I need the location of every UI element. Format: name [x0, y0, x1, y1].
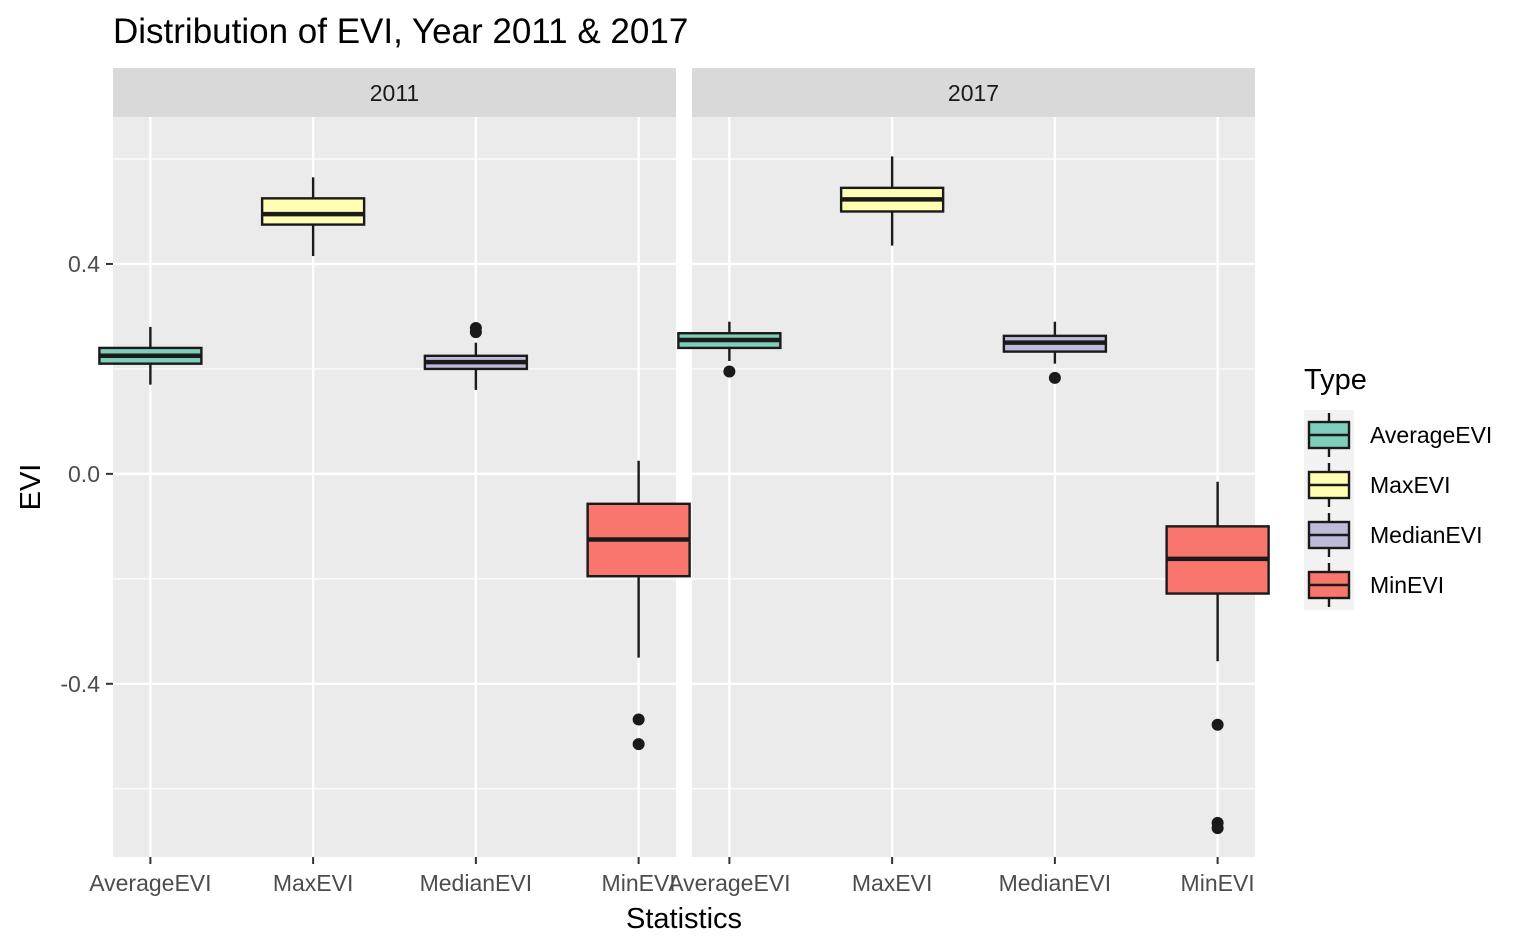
- legend-entry-maxevi: MaxEVI: [1307, 463, 1451, 507]
- x-tick-label: AverageEVI: [89, 870, 211, 896]
- outlier-point: [1211, 822, 1224, 835]
- y-tick-label: 0.0: [68, 461, 100, 487]
- outlier-point: [469, 321, 482, 334]
- legend-label: MinEVI: [1370, 572, 1444, 598]
- box-maxevi: [839, 156, 945, 246]
- facet-strip-label: 2017: [948, 80, 999, 106]
- legend-label: MaxEVI: [1370, 472, 1451, 498]
- box-medianevi: [1002, 321, 1108, 384]
- x-tick-label: MedianEVI: [420, 870, 533, 896]
- box-body: [260, 197, 366, 226]
- facet-panel-2011: 2011 AverageEVI MaxEVI MedianEVI MinEVI: [89, 68, 691, 896]
- legend-entry-minevi: MinEVI: [1307, 563, 1444, 607]
- panel-background: [113, 117, 676, 857]
- outlier-point: [1048, 371, 1061, 384]
- y-tick-label: -0.4: [60, 671, 100, 697]
- legend-label: AverageEVI: [1370, 422, 1492, 448]
- x-tick-label: MaxEVI: [273, 870, 354, 896]
- outlier-point: [1211, 718, 1224, 731]
- facet-strip: [692, 68, 1255, 117]
- x-tick-label: MaxEVI: [852, 870, 933, 896]
- outlier-point: [632, 738, 645, 751]
- facet-strip-label: 2011: [370, 80, 419, 106]
- facet-strip: [113, 68, 676, 117]
- panel-background: [692, 117, 1255, 857]
- box-minevi: [586, 460, 691, 751]
- legend-entry-medianevi: MedianEVI: [1307, 513, 1483, 557]
- legend-entry-averageevi: AverageEVI: [1307, 413, 1492, 457]
- facet-panel-2017: 2017 AverageEVI MaxEVI MedianEVI MinEVI: [668, 68, 1270, 896]
- chart-title: Distribution of EVI, Year 2011 & 2017: [113, 12, 688, 51]
- legend-title: Type: [1304, 364, 1367, 396]
- x-tick-label: MinEVI: [1181, 870, 1255, 896]
- box-averageevi: [98, 326, 203, 385]
- x-tick-label: MedianEVI: [999, 870, 1112, 896]
- x-axis-label: Statistics: [626, 903, 742, 935]
- box-averageevi: [677, 321, 782, 378]
- y-axis-label: EVI: [15, 464, 47, 511]
- outlier-point: [632, 713, 645, 726]
- x-tick-label: MinEVI: [602, 870, 676, 896]
- legend-label: MedianEVI: [1370, 522, 1483, 548]
- box-maxevi: [260, 177, 366, 257]
- x-tick-label: AverageEVI: [668, 870, 790, 896]
- y-tick-label: 0.4: [68, 251, 100, 277]
- outlier-point: [723, 365, 736, 378]
- box-medianevi: [423, 321, 529, 390]
- box-minevi: [1165, 481, 1270, 835]
